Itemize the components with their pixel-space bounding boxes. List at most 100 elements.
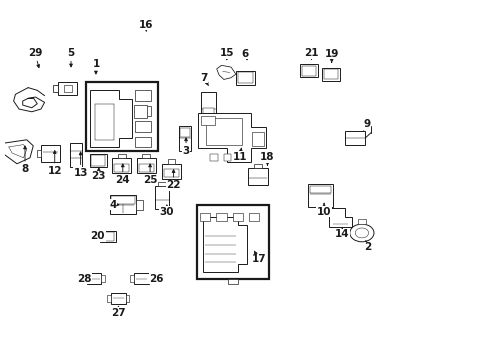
Bar	[112, 158, 131, 173]
Bar	[37, 150, 41, 157]
Bar	[158, 181, 165, 186]
Text: 18: 18	[260, 152, 274, 166]
Bar	[135, 121, 151, 132]
Bar	[253, 164, 262, 168]
Text: 21: 21	[304, 48, 318, 59]
Bar	[102, 232, 114, 241]
Bar	[70, 143, 81, 167]
Bar	[90, 154, 106, 167]
Text: 13: 13	[73, 152, 88, 178]
Bar	[248, 213, 259, 221]
Bar	[83, 275, 87, 282]
Text: 20: 20	[90, 231, 105, 242]
Bar	[111, 196, 134, 204]
Bar	[86, 82, 158, 151]
Bar	[323, 69, 337, 79]
Polygon shape	[203, 217, 247, 273]
Circle shape	[354, 228, 368, 238]
Bar	[118, 154, 125, 158]
Bar	[136, 200, 142, 210]
Bar	[236, 154, 244, 161]
Bar	[210, 154, 218, 161]
Text: 25: 25	[142, 164, 157, 185]
Bar	[87, 273, 101, 284]
Bar	[345, 131, 365, 145]
Bar	[130, 275, 134, 282]
Bar	[252, 132, 264, 147]
Bar	[155, 186, 169, 209]
Bar	[148, 275, 152, 282]
Circle shape	[349, 224, 373, 242]
Bar	[309, 186, 330, 193]
Bar	[223, 154, 231, 161]
Bar	[111, 293, 125, 304]
Bar	[88, 92, 99, 100]
Bar	[162, 164, 181, 179]
Bar	[101, 275, 105, 282]
Bar	[321, 68, 339, 81]
Bar	[41, 145, 60, 162]
Bar	[302, 66, 316, 76]
Bar	[227, 279, 238, 284]
Polygon shape	[216, 65, 235, 80]
Bar	[201, 92, 215, 120]
Text: 10: 10	[316, 203, 331, 217]
Text: 29: 29	[28, 48, 42, 68]
Bar	[247, 168, 267, 185]
Bar	[135, 90, 151, 101]
Bar	[307, 184, 332, 207]
Polygon shape	[198, 113, 265, 162]
Bar	[237, 72, 253, 83]
Text: 4: 4	[109, 200, 119, 210]
Text: 28: 28	[77, 274, 91, 284]
Bar	[179, 126, 191, 151]
Text: 14: 14	[334, 229, 349, 239]
Bar	[135, 137, 151, 147]
Bar	[134, 105, 147, 118]
Polygon shape	[90, 90, 132, 147]
Bar	[357, 219, 365, 224]
Text: 23: 23	[91, 168, 106, 181]
Bar	[167, 159, 175, 164]
Text: 11: 11	[232, 148, 246, 162]
Bar	[203, 108, 214, 119]
Bar	[114, 164, 129, 172]
Bar	[180, 128, 189, 136]
Text: 3: 3	[182, 138, 189, 156]
Text: 15: 15	[219, 48, 234, 60]
Bar	[136, 158, 156, 173]
Bar	[197, 205, 268, 279]
Polygon shape	[328, 208, 351, 227]
Text: 1: 1	[92, 59, 100, 74]
Bar	[109, 195, 136, 215]
Bar	[235, 71, 255, 85]
Text: 27: 27	[111, 306, 125, 318]
Bar	[232, 213, 243, 221]
Text: 22: 22	[166, 170, 181, 190]
Bar	[163, 169, 179, 177]
Bar	[201, 117, 215, 125]
Bar	[107, 295, 111, 302]
Bar	[91, 155, 105, 166]
Bar	[100, 231, 115, 242]
Bar	[205, 118, 241, 145]
Bar	[135, 106, 151, 116]
Bar	[142, 154, 150, 158]
Bar	[200, 213, 210, 221]
Polygon shape	[2, 140, 33, 164]
Bar	[216, 213, 226, 221]
Bar	[64, 85, 72, 92]
Text: 12: 12	[47, 150, 62, 176]
Text: 2: 2	[364, 241, 371, 252]
Text: 7: 7	[200, 73, 208, 86]
Bar	[53, 85, 58, 92]
Bar	[125, 295, 129, 302]
Text: 26: 26	[149, 274, 163, 284]
Text: 17: 17	[251, 251, 265, 264]
Text: 16: 16	[139, 20, 153, 31]
Text: 8: 8	[21, 146, 29, 174]
Text: 24: 24	[115, 164, 130, 185]
Bar	[134, 273, 148, 284]
Text: 30: 30	[159, 205, 174, 217]
Bar	[300, 64, 318, 77]
